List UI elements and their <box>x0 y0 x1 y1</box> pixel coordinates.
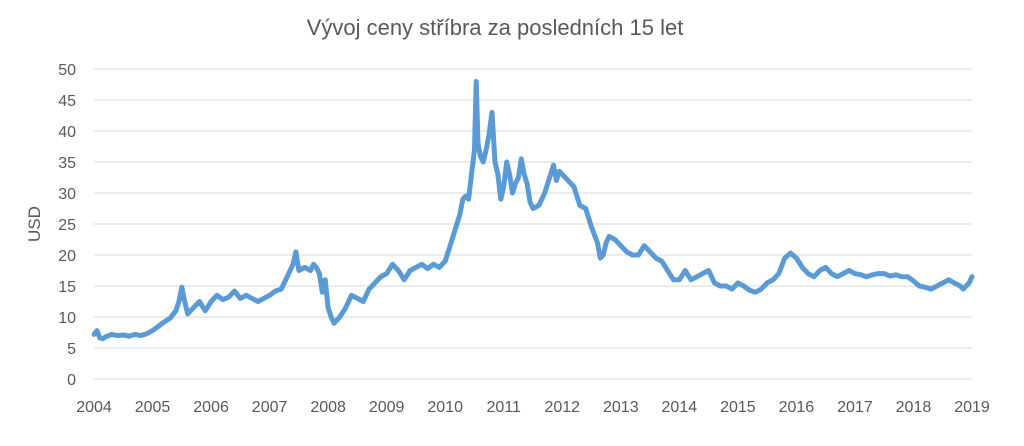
y-tick-label: 45 <box>58 93 76 110</box>
x-tick-label: 2018 <box>896 399 932 416</box>
x-tick-label: 2004 <box>76 399 112 416</box>
y-tick-label: 25 <box>58 217 76 234</box>
x-tick-label: 2019 <box>954 399 990 416</box>
y-tick-label: 0 <box>67 372 76 389</box>
x-tick-label: 2017 <box>837 399 873 416</box>
x-tick-label: 2015 <box>720 399 756 416</box>
chart-title: Vývoj ceny stříbra za posledních 15 let <box>307 15 684 40</box>
y-tick-label: 10 <box>58 310 76 327</box>
x-tick-label: 2011 <box>487 399 522 416</box>
x-tick-label: 2013 <box>603 399 639 416</box>
x-tick-label: 2012 <box>544 399 580 416</box>
x-tick-label: 2014 <box>662 399 698 416</box>
y-axis-ticks: 0 5 10 15 20 25 30 35 40 45 50 <box>58 62 76 389</box>
y-tick-label: 5 <box>67 341 76 358</box>
x-axis-ticks: 2004 2005 2006 2007 2008 2009 2010 2011 2012 2013… <box>76 399 990 416</box>
y-tick-label: 30 <box>58 186 76 203</box>
series-group <box>91 78 975 342</box>
y-tick-label: 40 <box>58 124 76 141</box>
x-tick-label: 2006 <box>193 399 229 416</box>
gridlines <box>94 68 972 380</box>
y-tick-label: 15 <box>58 279 76 296</box>
series-line-0 <box>91 78 975 342</box>
x-tick-label: 2008 <box>310 399 346 416</box>
y-tick-label: 50 <box>58 62 76 79</box>
x-tick-label: 2010 <box>427 399 463 416</box>
x-tick-label: 2016 <box>779 399 815 416</box>
x-tick-label: 2007 <box>252 399 288 416</box>
y-tick-label: 35 <box>58 155 76 172</box>
x-tick-label: 2005 <box>135 399 171 416</box>
y-tick-label: 20 <box>58 248 76 265</box>
y-axis-title: USD <box>25 206 44 242</box>
x-tick-label: 2009 <box>369 399 405 416</box>
